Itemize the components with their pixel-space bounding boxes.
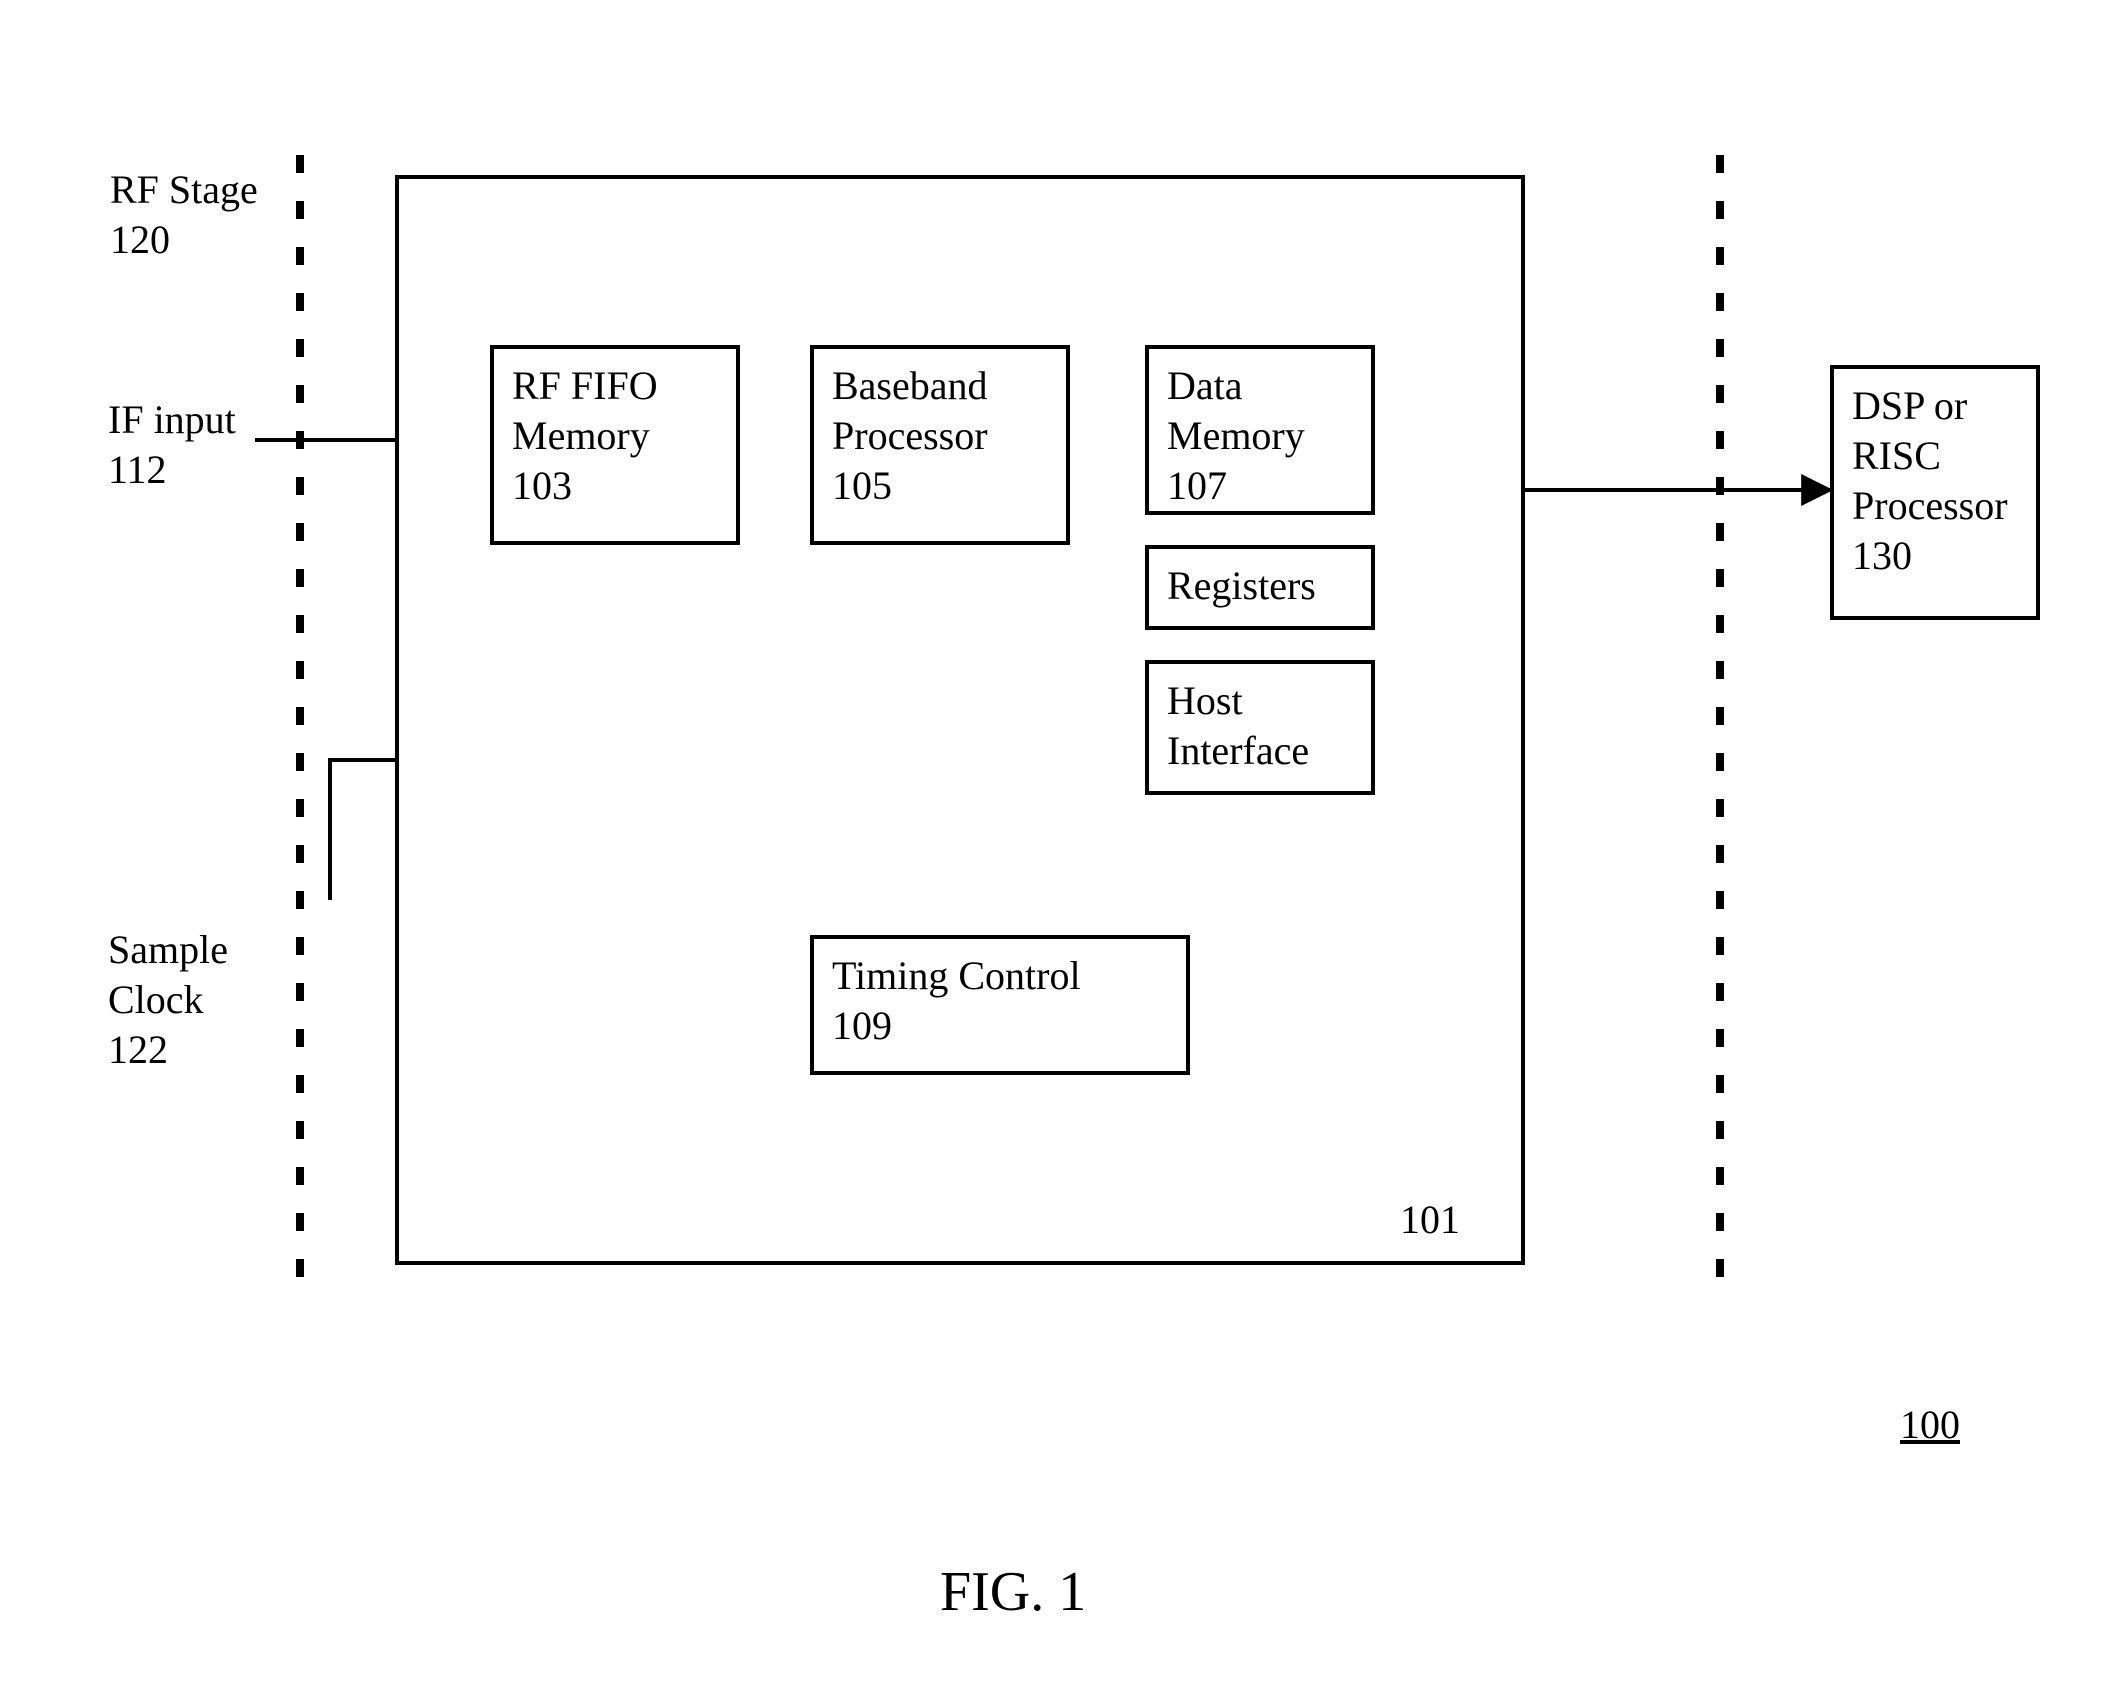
diagram-canvas: RF FIFOMemory103 BasebandProcessor105 Da… (0, 0, 2118, 1691)
block-registers: Registers (1145, 545, 1375, 630)
label-sample-clock: Sample Clock 122 (108, 925, 228, 1075)
block-text-line: Host (1167, 676, 1353, 726)
block-text-line: RISC (1852, 431, 2018, 481)
label-if-input: IF input 112 (108, 395, 236, 495)
block-text-line: Registers (1167, 561, 1353, 611)
block-text-line: DSP or (1852, 381, 2018, 431)
block-host-interface: HostInterface (1145, 660, 1375, 795)
block-text-line: 105 (832, 461, 1048, 511)
block-rf-fifo-memory: RF FIFOMemory103 (490, 345, 740, 545)
block-text-line: 109 (832, 1001, 1168, 1051)
block-text-line: 103 (512, 461, 718, 511)
block-timing-control: Timing Control109 (810, 935, 1190, 1075)
label-figure-caption: FIG. 1 (940, 1560, 1086, 1624)
block-text-line: RF FIFO (512, 361, 718, 411)
block-text-line: 130 (1852, 531, 2018, 581)
block-text-line: Baseband (832, 361, 1048, 411)
block-dsp-risc-processor: DSP orRISCProcessor130 (1830, 365, 2040, 620)
block-text-line: Data (1167, 361, 1353, 411)
block-text-line: Interface (1167, 726, 1353, 776)
label-rf-stage: RF Stage 120 (110, 165, 258, 265)
block-text-line: Memory (1167, 411, 1353, 461)
label-ref-101: 101 (1400, 1195, 1460, 1245)
block-text-line: Memory (512, 411, 718, 461)
block-baseband-processor: BasebandProcessor105 (810, 345, 1070, 545)
block-text-line: Processor (832, 411, 1048, 461)
block-text-line: 107 (1167, 461, 1353, 511)
block-text-line: Timing Control (832, 951, 1168, 1001)
label-ref-100: 100 (1900, 1400, 1960, 1450)
block-data-memory: DataMemory107 (1145, 345, 1375, 515)
block-text-line: Processor (1852, 481, 2018, 531)
